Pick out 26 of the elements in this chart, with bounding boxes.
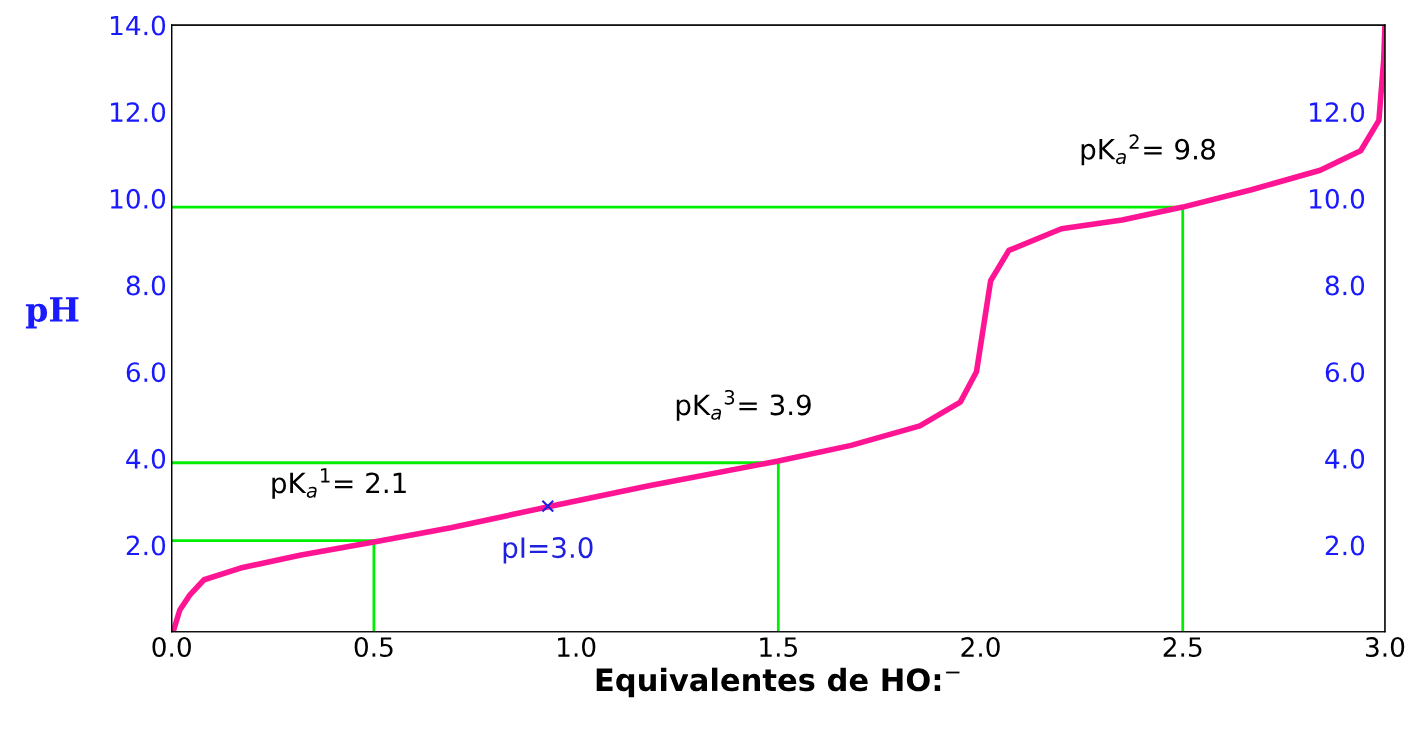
y-tick-label: 6.0 xyxy=(126,362,166,383)
y-axis-title: pH xyxy=(25,297,79,329)
y-tick-label: 4.0 xyxy=(126,448,166,469)
y-tick-label: 10.0 xyxy=(110,188,166,209)
x-axis-title: Equivalentes de HO:$^{−}$ xyxy=(596,667,960,698)
x-tick-label: 0.0 xyxy=(152,637,191,658)
y-tick-label: 12.0 xyxy=(110,102,166,123)
x-tick-label: 3.0 xyxy=(1365,637,1405,658)
y-tick-label: 2.0 xyxy=(126,535,166,556)
y-tick-label: 8.0 xyxy=(126,275,166,296)
y2-tick-label: 6.0 xyxy=(1325,362,1365,383)
x-tick-label: 2.0 xyxy=(961,637,1000,658)
x-tick-label: 1.5 xyxy=(760,637,797,658)
x-tick-label: 1.0 xyxy=(558,637,596,658)
y-tick-label: 14.0 xyxy=(110,15,166,36)
y2-tick-label: 10.0 xyxy=(1310,188,1365,209)
y2-tick-label: 8.0 xyxy=(1325,275,1365,296)
y2-tick-label: 2.0 xyxy=(1325,535,1365,556)
y2-tick-label: 4.0 xyxy=(1325,448,1365,469)
x-tick-label: 0.5 xyxy=(354,637,393,658)
annotation: pK$_{a}$$^{1}$= 2.1 xyxy=(272,468,406,499)
annotation: pK$_{a}$$^{2}$= 9.8 xyxy=(1081,134,1215,166)
series-label: pI=3.0 xyxy=(503,537,593,564)
y2-tick-label: 12.0 xyxy=(1310,102,1365,123)
annotation: pK$_{a}$$^{3}$= 3.9 xyxy=(676,389,811,421)
x-tick-label: 2.5 xyxy=(1163,637,1202,658)
